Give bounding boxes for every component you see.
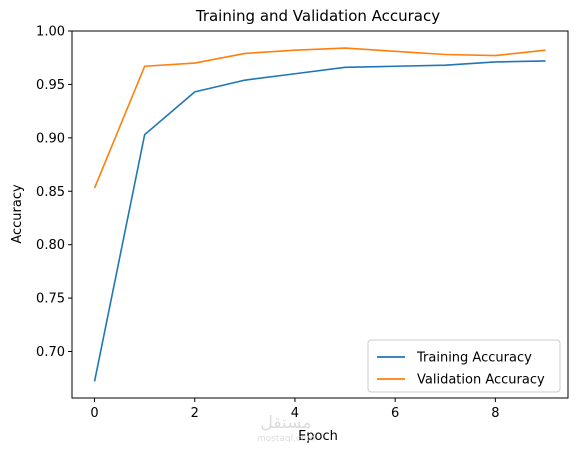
watermark-url: mostaql.com: [257, 434, 315, 444]
watermark-logo: مستقل: [261, 413, 312, 433]
training-accuracy-line: [93, 60, 546, 382]
y-axis-title: Accuracy: [10, 184, 25, 244]
x-axis-title: Epoch: [298, 429, 338, 444]
x-tick-label: 8: [491, 406, 499, 421]
y-axis: 0.70 0.75 0.80 0.85 0.90 0.95 1.00: [36, 25, 72, 360]
y-tick-label: 0.85: [36, 185, 65, 200]
series-layer: [93, 47, 546, 382]
legend-label-training-accuracy: Training Accuracy: [416, 351, 532, 366]
y-tick-label: 0.80: [36, 238, 65, 253]
y-tick-label: 1.00: [36, 25, 65, 40]
x-tick-label: 4: [291, 406, 299, 421]
plot-area: [72, 31, 568, 398]
legend: Training Accuracy Validation Accuracy: [367, 339, 561, 393]
x-tick-label: 0: [90, 406, 98, 421]
legend-box: [367, 339, 561, 393]
plot-border: [71, 30, 569, 399]
x-tick-label: 6: [391, 406, 399, 421]
watermark: مستقل mostaql.com: [257, 413, 315, 444]
y-tick-label: 0.90: [36, 131, 65, 146]
legend-label-validation-accuracy: Validation Accuracy: [417, 373, 545, 388]
x-axis: 0 2 4 6 8: [90, 398, 499, 421]
x-tick-label: 2: [191, 406, 199, 421]
validation-accuracy-line: [93, 47, 546, 189]
chart-title: Training and Validation Accuracy: [195, 7, 440, 25]
y-tick-label: 0.70: [36, 345, 65, 360]
y-tick-label: 0.95: [36, 78, 65, 93]
y-tick-label: 0.75: [36, 292, 65, 307]
plot-frame: [72, 31, 568, 398]
